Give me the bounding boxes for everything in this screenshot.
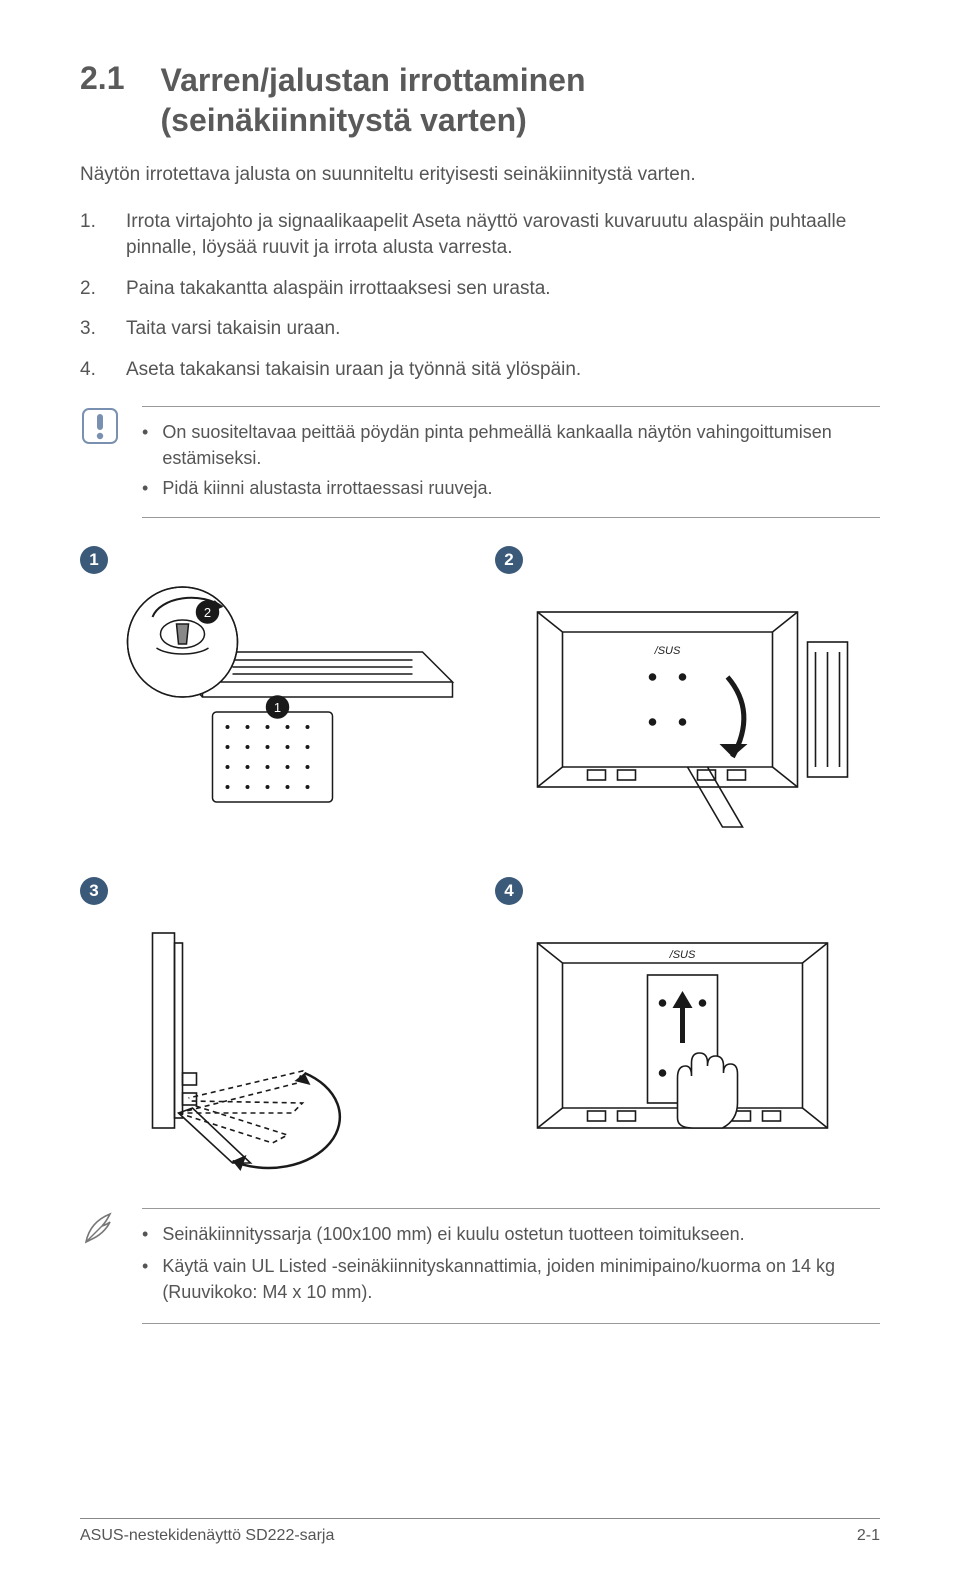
svg-text:1: 1 (274, 700, 281, 715)
step-num: 4. (80, 357, 104, 384)
section-title: Varren/jalustan irrottaminen (seinäkiinn… (160, 60, 585, 140)
diagram-cell-2: 2 (495, 546, 880, 847)
step-text: Aseta takakansi takaisin uraan ja työnnä… (126, 357, 581, 384)
diagram-cell-3: 3 (80, 877, 465, 1178)
section-number: 2.1 (80, 60, 124, 97)
step-list: 1. Irrota virtajohto ja signaalikaapelit … (80, 209, 880, 384)
diagram-3 (80, 913, 465, 1173)
step-text: Irrota virtajohto ja signaalikaapelit As… (126, 209, 880, 262)
diagram-1: 2 1 (80, 582, 465, 842)
diagram-badge: 4 (495, 877, 523, 905)
svg-text:/SUS: /SUS (654, 645, 681, 657)
step-text: Taita varsi takaisin uraan. (126, 316, 340, 343)
section-title-line2: (seinäkiinnitystä varten) (160, 102, 526, 138)
footnote-item: Käytä vain UL Listed -seinäkiinnityskann… (142, 1253, 880, 1305)
step-text: Paina takakantta alaspäin irrottaaksesi … (126, 276, 551, 303)
step-num: 3. (80, 316, 104, 343)
diagram-cell-4: 4 (495, 877, 880, 1178)
svg-text:2: 2 (204, 605, 211, 620)
step-item: 1. Irrota virtajohto ja signaalikaapelit … (80, 209, 880, 262)
caution-icon (80, 406, 120, 446)
diagram-cell-1: 1 (80, 546, 465, 847)
caution-body: On suositeltavaa peittää pöydän pinta pe… (142, 406, 880, 518)
step-item: 2. Paina takakantta alaspäin irrottaakses… (80, 276, 880, 303)
svg-text:/SUS: /SUS (669, 949, 696, 961)
footer-left: ASUS-nestekidenäyttö SD222-sarja (80, 1527, 334, 1545)
footnote-item: Seinäkiinnityssarja (100x100 mm) ei kuul… (142, 1221, 880, 1247)
section-title-line1: Varren/jalustan irrottaminen (160, 62, 585, 98)
footer-right: 2-1 (857, 1527, 880, 1545)
step-item: 4. Aseta takakansi takaisin uraan ja työn… (80, 357, 880, 384)
diagram-badge: 1 (80, 546, 108, 574)
step-item: 3. Taita varsi takaisin uraan. (80, 316, 880, 343)
caution-item: On suositeltavaa peittää pöydän pinta pe… (142, 419, 880, 471)
diagram-2: /SUS (495, 582, 880, 842)
caution-item: Pidä kiinni alustasta irrottaessasi ruuv… (142, 475, 880, 501)
diagram-grid: 1 (80, 546, 880, 1178)
diagram-badge: 2 (495, 546, 523, 574)
step-num: 2. (80, 276, 104, 303)
step-num: 1. (80, 209, 104, 262)
intro-text: Näytön irrotettava jalusta on suunnitelt… (80, 162, 880, 189)
section-heading: 2.1 Varren/jalustan irrottaminen (seinäk… (80, 60, 880, 140)
page-footer: ASUS-nestekidenäyttö SD222-sarja 2-1 (80, 1518, 880, 1545)
caution-block: On suositeltavaa peittää pöydän pinta pe… (80, 406, 880, 518)
diagram-badge: 3 (80, 877, 108, 905)
note-feather-icon (80, 1208, 120, 1248)
footnote-body: Seinäkiinnityssarja (100x100 mm) ei kuul… (142, 1208, 880, 1324)
footnote-block: Seinäkiinnityssarja (100x100 mm) ei kuul… (80, 1208, 880, 1324)
diagram-4: /SUS (495, 913, 880, 1173)
